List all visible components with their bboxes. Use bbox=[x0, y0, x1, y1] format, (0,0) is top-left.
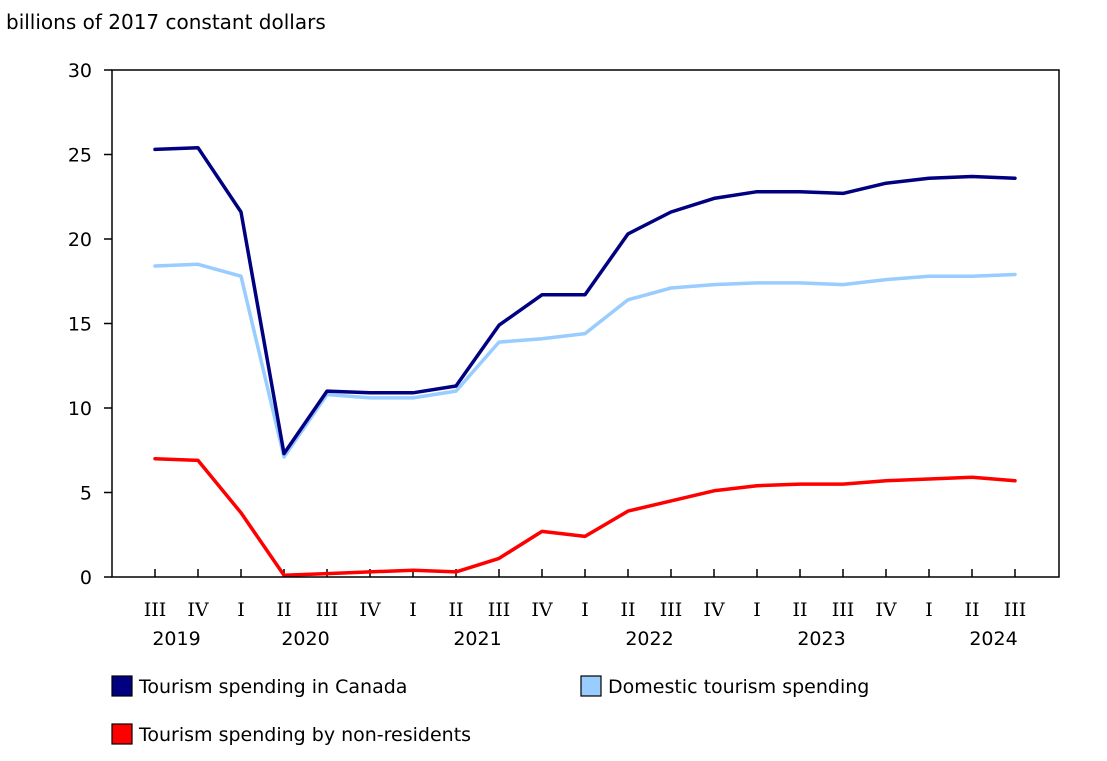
x-tick-label: II bbox=[620, 599, 635, 621]
year-label: 2019 bbox=[152, 628, 200, 650]
x-tick-labels: III IV I II III IV I II III IV I II III IV I II III IV I II… bbox=[144, 599, 1027, 621]
x-tick-label: III bbox=[316, 599, 339, 621]
x-tick-label: III bbox=[144, 599, 167, 621]
year-label: 2022 bbox=[625, 628, 673, 650]
y-tick-marks bbox=[104, 69, 112, 578]
legend-swatch bbox=[580, 675, 602, 697]
x-tick-label: II bbox=[448, 599, 463, 621]
y-tick-label: 25 bbox=[68, 145, 92, 167]
series-lines bbox=[153, 145, 1017, 578]
x-tick-label: III bbox=[660, 599, 683, 621]
legend-item: Tourism spending in Canada bbox=[111, 675, 407, 698]
series-line-1 bbox=[153, 262, 1017, 459]
x-tick-label: II bbox=[964, 599, 979, 621]
y-tick-labels: 0 5 10 15 20 25 30 bbox=[68, 60, 92, 589]
series-line-0 bbox=[153, 145, 1017, 456]
x-tick-label: II bbox=[792, 599, 807, 621]
x-tick-label: I bbox=[409, 599, 417, 621]
x-tick-label: I bbox=[581, 599, 589, 621]
x-tick-label: IV bbox=[875, 599, 897, 621]
year-label: 2024 bbox=[969, 628, 1017, 650]
x-tick-label: III bbox=[832, 599, 855, 621]
x-tick-label: III bbox=[1004, 599, 1027, 621]
y-tick-label: 0 bbox=[80, 567, 92, 589]
x-tick-label: IV bbox=[531, 599, 553, 621]
x-tick-label: I bbox=[753, 599, 761, 621]
x-tick-label: IV bbox=[187, 599, 209, 621]
series-line-2 bbox=[153, 456, 1017, 578]
legend-item: Tourism spending by non-residents bbox=[111, 723, 471, 746]
legend-swatch bbox=[111, 723, 133, 745]
y-tick-label: 20 bbox=[68, 229, 92, 251]
y-tick-label: 30 bbox=[68, 60, 92, 82]
legend-label: Tourism spending by non-residents bbox=[138, 724, 471, 746]
legend: Tourism spending in Canada Domestic touri… bbox=[111, 675, 869, 746]
x-tick-label: III bbox=[488, 599, 511, 621]
year-label: 2023 bbox=[797, 628, 845, 650]
legend-label: Domestic tourism spending bbox=[608, 676, 869, 698]
x-tick-label: IV bbox=[703, 599, 725, 621]
x-tick-label: II bbox=[276, 599, 291, 621]
x-tick-label: IV bbox=[359, 599, 381, 621]
y-axis-label: billions of 2017 constant dollars bbox=[6, 10, 326, 34]
legend-swatch bbox=[111, 675, 133, 697]
x-tick-label: I bbox=[925, 599, 933, 621]
legend-item: Domestic tourism spending bbox=[580, 675, 869, 698]
year-label: 2021 bbox=[453, 628, 501, 650]
y-tick-label: 15 bbox=[68, 314, 92, 336]
year-label: 2020 bbox=[281, 628, 329, 650]
legend-label: Tourism spending in Canada bbox=[138, 676, 407, 698]
x-tick-label: I bbox=[237, 599, 245, 621]
y-tick-label: 5 bbox=[80, 483, 92, 505]
year-labels: 2019 2020 2021 2022 2023 2024 bbox=[152, 628, 1017, 650]
y-tick-label: 10 bbox=[68, 398, 92, 420]
plot-frame bbox=[111, 69, 1060, 578]
